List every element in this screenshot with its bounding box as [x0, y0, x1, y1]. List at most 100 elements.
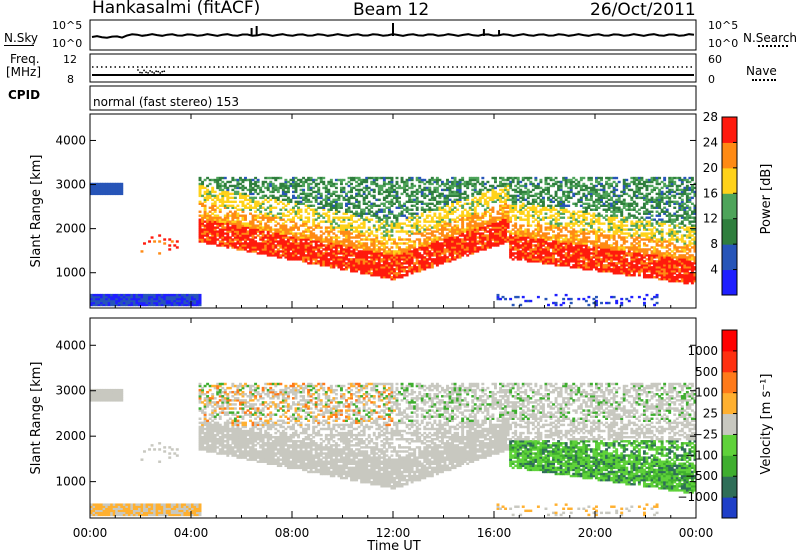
power-cell: [549, 246, 553, 249]
power-cell: [572, 184, 576, 188]
power-cell: [178, 299, 182, 303]
power-cell: [327, 196, 331, 200]
power-cell: [206, 240, 210, 243]
power-cell: [458, 232, 462, 235]
power-cell: [327, 190, 331, 194]
power-cell: [185, 297, 189, 301]
power-cell: [440, 192, 444, 196]
power-cell: [115, 186, 119, 190]
power-cell: [185, 299, 189, 303]
power-cell: [584, 228, 588, 231]
power-cell: [314, 262, 318, 265]
nave-dip-points: [137, 69, 166, 74]
power-cell: [382, 268, 386, 271]
power-cell: [120, 301, 124, 305]
power-cell: [365, 244, 369, 247]
power-cell: [577, 240, 581, 243]
power-cell: [312, 214, 316, 217]
power-cell: [360, 212, 364, 215]
power-cell: [494, 230, 497, 233]
power-cell: [360, 256, 364, 259]
power-cell: [158, 240, 162, 243]
power-cell: [534, 252, 538, 255]
power-cell: [544, 232, 548, 235]
power-cell: [600, 204, 603, 207]
power-cell: [355, 260, 359, 263]
power-cell: [554, 248, 558, 251]
power-cell: [491, 198, 495, 202]
power-cell: [324, 226, 328, 229]
power-cell: [600, 232, 603, 235]
power-cell: [496, 230, 500, 233]
power-cell: [236, 224, 240, 227]
power-cell: [398, 224, 401, 227]
power-cell: [231, 176, 235, 180]
power-cell: [110, 188, 114, 192]
power-cell: [481, 216, 485, 219]
power-cell: [478, 242, 482, 245]
power-cell: [244, 226, 247, 229]
power-cell: [223, 238, 227, 241]
power-cell: [201, 236, 205, 239]
power-cell: [494, 192, 497, 196]
power-cell: [481, 244, 485, 247]
power-cell: [524, 248, 528, 251]
power-cell: [332, 218, 336, 221]
power-cell: [352, 260, 356, 263]
power-cell: [218, 224, 222, 227]
power-cell: [390, 198, 394, 202]
power-cell: [516, 190, 520, 194]
power-cell: [405, 256, 409, 259]
power-cell: [329, 256, 333, 259]
power-cell: [572, 194, 576, 198]
power-cell: [524, 214, 528, 217]
power-cell: [261, 196, 265, 200]
power-cell: [183, 303, 187, 307]
power-cell: [524, 204, 528, 207]
power-cell: [584, 206, 588, 209]
power-cell: [380, 188, 384, 192]
power-cell: [496, 236, 500, 239]
power-cell: [458, 228, 462, 231]
power-cell: [238, 178, 242, 182]
power-cell: [499, 226, 502, 229]
power-cell: [170, 240, 174, 243]
power-cell: [403, 204, 407, 207]
power-cell: [208, 196, 212, 200]
power-cell: [390, 194, 394, 198]
power-cell: [160, 301, 164, 305]
power-cell: [380, 208, 384, 211]
power-cell: [562, 210, 566, 213]
power-cell: [544, 258, 548, 261]
power-cell: [377, 252, 381, 255]
power-cell: [213, 208, 217, 211]
power-cell: [539, 212, 543, 215]
power-cell: [544, 186, 548, 190]
power-cell: [294, 224, 298, 227]
power-cell: [178, 293, 182, 297]
power-cell: [509, 230, 513, 233]
power-cell: [413, 248, 417, 251]
power-cell: [135, 303, 139, 307]
power-cell: [332, 242, 336, 245]
power-cell: [238, 192, 242, 196]
power-cell: [531, 256, 535, 259]
power-cell: [564, 240, 568, 243]
power-cell: [198, 210, 202, 213]
power-cell: [579, 228, 583, 231]
power-cell: [539, 226, 543, 229]
power-cell: [418, 190, 422, 194]
power-cell: [97, 188, 101, 192]
power-cell: [269, 242, 273, 245]
power-cell: [398, 270, 401, 273]
power-cell: [158, 295, 162, 299]
power-cell: [481, 234, 485, 237]
power-cell: [453, 258, 457, 261]
power-cell: [418, 178, 422, 182]
power-cell: [226, 200, 230, 204]
power-cell: [534, 200, 538, 204]
power-cell: [592, 242, 596, 245]
power-cell: [317, 246, 321, 249]
power-cell: [446, 256, 449, 259]
power-cell: [266, 246, 270, 249]
